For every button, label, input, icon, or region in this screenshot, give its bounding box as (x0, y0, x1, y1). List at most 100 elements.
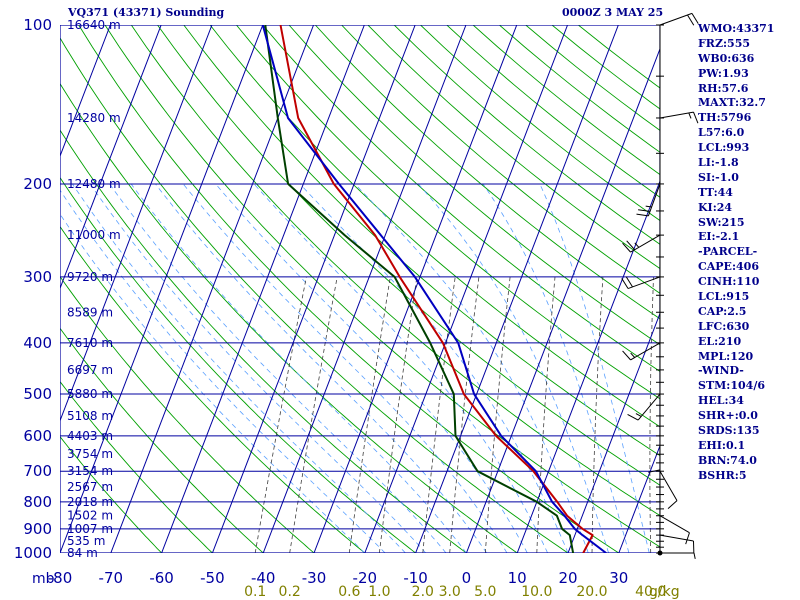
height-label: 84 m (67, 546, 98, 560)
mixing-ratio-label: 0.6 (338, 584, 360, 600)
dry-adiabat (130, 25, 660, 517)
index-row: LI:-1.8 (698, 156, 739, 170)
index-row: FRZ:555 (698, 36, 751, 50)
dry-adiabat (60, 380, 213, 553)
temperature-tick-label: -80 (48, 569, 73, 587)
height-label: 9720 m (67, 270, 113, 284)
dry-adiabat (60, 327, 264, 553)
wind-barb-feather (622, 350, 631, 361)
height-label: 2567 m (67, 480, 113, 494)
mixing-ratio-label: 3.0 (439, 584, 461, 600)
pressure-tick-label: 600 (23, 427, 52, 445)
dry-adiabat (288, 25, 660, 346)
wind-barb-feather (630, 352, 636, 358)
wind-barb-feather (685, 532, 690, 545)
mixing-ratio-line (536, 276, 556, 553)
height-label: 16640 m (67, 18, 121, 32)
isotherm-line (60, 25, 264, 553)
wind-barb-staff (659, 515, 690, 534)
dry-adiabat (367, 25, 660, 270)
wind-barb-feather (626, 240, 636, 251)
index-row: EI:-2.1 (698, 230, 740, 244)
isotherm-line (161, 25, 365, 553)
temperature-tick-label: 30 (609, 569, 628, 587)
wind-barb-feather (648, 469, 661, 473)
height-label: 12480 m (67, 177, 121, 191)
isotherm-line (60, 25, 111, 158)
wind-barb-feather (622, 242, 631, 253)
moist-adiabat (60, 213, 366, 553)
height-label: 5108 m (67, 409, 113, 423)
dry-adiabat (393, 25, 660, 245)
wind-barbs (621, 12, 699, 559)
wind-barb-feather (688, 112, 692, 119)
temperature-tick-label: 20 (558, 569, 577, 587)
height-label: 8589 m (67, 305, 113, 319)
pressure-tick-label: 800 (23, 493, 52, 511)
index-row: RH:57.6 (698, 81, 749, 95)
height-label: 1502 m (67, 509, 113, 523)
mixing-ratio-line (649, 276, 654, 553)
index-row: EHI:0.1 (698, 438, 746, 452)
index-row: CAP:2.5 (698, 304, 747, 318)
pressure-tick-label: 100 (23, 16, 52, 34)
wind-barb-staff (659, 534, 694, 542)
height-label: 3154 m (67, 464, 113, 478)
moist-adiabat (60, 189, 386, 553)
index-row: CINH:110 (698, 275, 760, 289)
index-row: SI:-1.0 (698, 170, 739, 184)
mixing-ratio-line (254, 276, 307, 553)
isotherm-isobar-grid (60, 25, 660, 553)
dry-adiabat (157, 25, 660, 486)
dry-adiabat (183, 25, 660, 457)
wind-barb-feather (687, 14, 695, 26)
index-row: LCL:993 (698, 141, 750, 155)
pressure-tick-label: 300 (23, 268, 52, 286)
wind-barb-staff (630, 342, 661, 361)
height-label: 6697 m (67, 363, 113, 377)
moist-adiabat (417, 183, 609, 553)
temperature-tick-label: -20 (353, 569, 378, 587)
index-row: MAXT:32.7 (698, 96, 766, 110)
mixing-ratio-line (379, 276, 418, 553)
temperature-tick-label: -50 (200, 569, 225, 587)
index-row: WB0:636 (698, 51, 755, 65)
mixing-ratio-lines (254, 276, 654, 553)
wind-barb-feather (636, 213, 649, 217)
mixing-ratio-line (591, 276, 604, 553)
wind-barb-staff (630, 234, 661, 253)
wind-barb-feather (621, 278, 629, 289)
index-row: HEL:34 (698, 394, 744, 408)
chart-title: VQ371 (43371) Sounding (68, 6, 225, 19)
mixing-ratio-label: 5.0 (474, 584, 496, 600)
index-row: CAPE:406 (698, 260, 759, 274)
index-row: STM:104/6 (698, 379, 765, 393)
pressure-tick-label: 400 (23, 334, 52, 352)
wind-barb-feather (638, 209, 651, 212)
height-label: 3754 m (67, 447, 113, 461)
wind-barb-staff (659, 12, 693, 26)
dewpoint-trace (264, 25, 575, 553)
wind-barb-feather (693, 111, 699, 124)
dry-adiabat (60, 37, 569, 553)
wind-barb-feather (645, 205, 652, 208)
index-row: SHR+:0.0 (698, 409, 758, 423)
index-row: SW:215 (698, 215, 745, 229)
dry-adiabat (262, 25, 660, 372)
index-row: WMO:43371 (698, 22, 775, 35)
temperature-tick-label: -60 (149, 569, 174, 587)
wind-barb-staff (627, 276, 661, 290)
valid-time: 0000Z 3 MAY 25 (562, 6, 664, 19)
temperature-tick-label: -10 (403, 569, 428, 587)
mixing-ratio-label: 1.0 (368, 584, 390, 600)
height-label: 11000 m (67, 228, 121, 242)
dry-adiabat (341, 25, 660, 294)
index-row: -WIND- (698, 364, 744, 378)
temperature-tick-label: -70 (99, 569, 124, 587)
height-label: 535 m (67, 534, 105, 548)
isotherm-line (60, 25, 213, 423)
pressure-tick-label: 500 (23, 385, 52, 403)
parcel-trace (261, 25, 607, 553)
